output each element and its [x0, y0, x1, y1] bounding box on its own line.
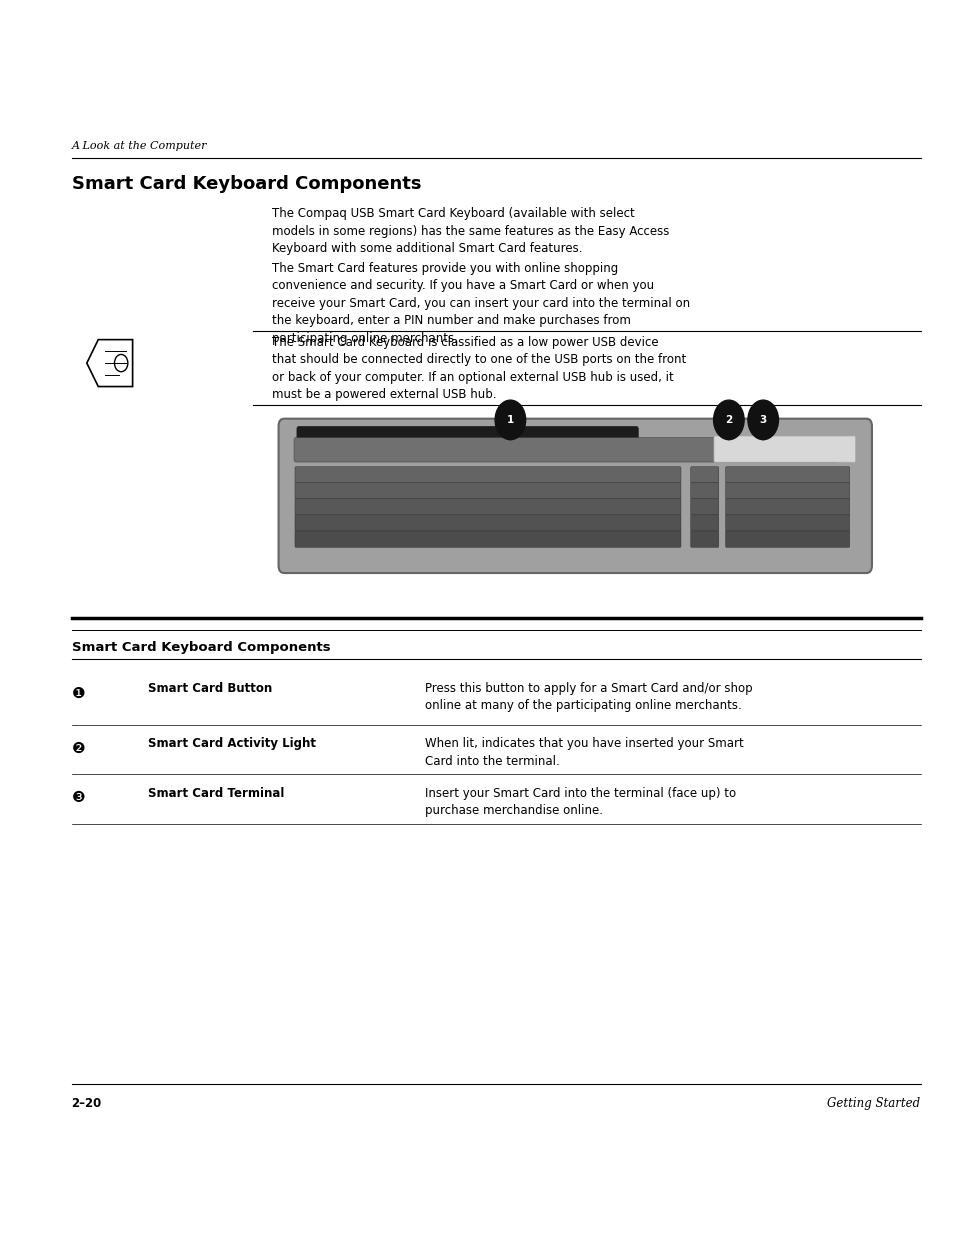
Text: ❸: ❸ — [71, 790, 85, 805]
FancyBboxPatch shape — [278, 419, 871, 573]
Text: The Smart Card features provide you with online shopping
convenience and securit: The Smart Card features provide you with… — [272, 262, 689, 345]
FancyBboxPatch shape — [725, 499, 849, 515]
FancyBboxPatch shape — [713, 436, 855, 462]
FancyBboxPatch shape — [294, 467, 680, 483]
Text: Insert your Smart Card into the terminal (face up) to
purchase merchandise onlin: Insert your Smart Card into the terminal… — [424, 787, 735, 818]
Text: Smart Card Keyboard Components: Smart Card Keyboard Components — [71, 641, 330, 655]
FancyBboxPatch shape — [690, 515, 718, 531]
FancyBboxPatch shape — [725, 467, 849, 483]
Text: Smart Card Button: Smart Card Button — [148, 682, 272, 695]
Circle shape — [495, 400, 525, 440]
FancyBboxPatch shape — [296, 426, 638, 454]
Text: 3: 3 — [759, 415, 766, 425]
Text: The Smart Card Keyboard is classified as a low power USB device
that should be c: The Smart Card Keyboard is classified as… — [272, 336, 685, 401]
Text: A Look at the Computer: A Look at the Computer — [71, 141, 207, 151]
Text: 2–20: 2–20 — [71, 1097, 102, 1110]
Circle shape — [114, 354, 128, 372]
Text: Smart Card Activity Light: Smart Card Activity Light — [148, 737, 315, 751]
Text: Press this button to apply for a Smart Card and/or shop
online at many of the pa: Press this button to apply for a Smart C… — [424, 682, 751, 713]
FancyBboxPatch shape — [294, 515, 680, 531]
FancyBboxPatch shape — [294, 499, 680, 515]
Circle shape — [713, 400, 743, 440]
Polygon shape — [87, 340, 132, 387]
Text: Smart Card Terminal: Smart Card Terminal — [148, 787, 284, 800]
FancyBboxPatch shape — [725, 531, 849, 547]
FancyBboxPatch shape — [690, 499, 718, 515]
FancyBboxPatch shape — [294, 437, 839, 462]
Text: 1: 1 — [506, 415, 514, 425]
FancyBboxPatch shape — [294, 531, 680, 547]
FancyBboxPatch shape — [690, 467, 718, 483]
FancyBboxPatch shape — [690, 483, 718, 499]
Text: Getting Started: Getting Started — [826, 1097, 920, 1110]
FancyBboxPatch shape — [725, 483, 849, 499]
Text: Smart Card Keyboard Components: Smart Card Keyboard Components — [71, 175, 420, 194]
Text: 2: 2 — [724, 415, 732, 425]
Text: ❶: ❶ — [71, 685, 85, 700]
Text: When lit, indicates that you have inserted your Smart
Card into the terminal.: When lit, indicates that you have insert… — [424, 737, 742, 768]
FancyBboxPatch shape — [690, 531, 718, 547]
FancyBboxPatch shape — [294, 483, 680, 499]
Circle shape — [747, 400, 778, 440]
Text: The Compaq USB Smart Card Keyboard (available with select
models in some regions: The Compaq USB Smart Card Keyboard (avai… — [272, 207, 669, 256]
Text: ❷: ❷ — [71, 741, 85, 756]
FancyBboxPatch shape — [725, 515, 849, 531]
